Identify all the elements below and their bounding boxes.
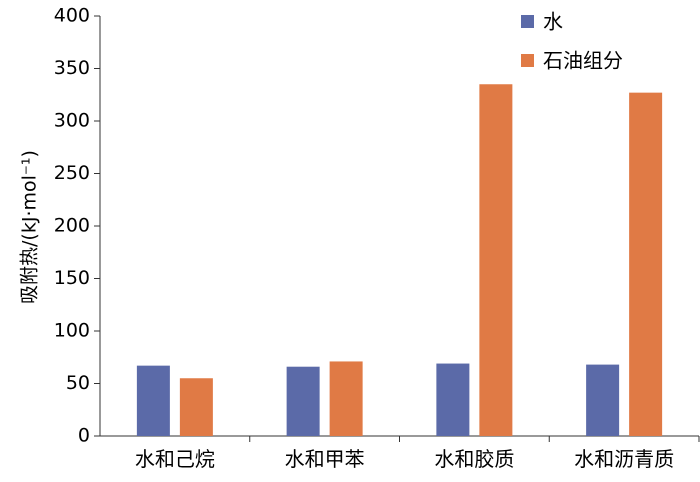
bar-water-1 — [286, 366, 320, 436]
y-axis-label: 吸附热/(kJ·mol⁻¹) — [19, 150, 41, 304]
bar-petroleum-1 — [329, 361, 363, 436]
y-tick-label: 350 — [54, 57, 90, 79]
x-category-label: 水和甲苯 — [285, 447, 365, 471]
x-category-label: 水和沥青质 — [574, 447, 674, 471]
bar-water-2 — [436, 363, 470, 436]
y-tick-label: 200 — [54, 215, 90, 237]
legend-label: 石油组分 — [543, 49, 623, 73]
y-tick-label: 0 — [78, 425, 90, 447]
legend-swatch — [521, 15, 534, 28]
y-tick-label: 400 — [54, 5, 90, 27]
legend-label: 水 — [543, 10, 563, 34]
y-tick-label: 50 — [66, 372, 90, 394]
y-tick-label: 300 — [54, 110, 90, 132]
legend-swatch — [521, 54, 534, 67]
bar-petroleum-2 — [479, 84, 513, 436]
x-category-label: 水和己烷 — [135, 447, 215, 471]
y-tick-label: 150 — [54, 267, 90, 289]
bar-water-3 — [586, 364, 620, 436]
bar-petroleum-3 — [629, 92, 663, 437]
y-tick-label: 250 — [54, 162, 90, 184]
bar-water-0 — [136, 365, 170, 436]
x-category-label: 水和胶质 — [434, 447, 514, 471]
y-tick-label: 100 — [54, 320, 90, 342]
bar-petroleum-0 — [179, 378, 213, 436]
